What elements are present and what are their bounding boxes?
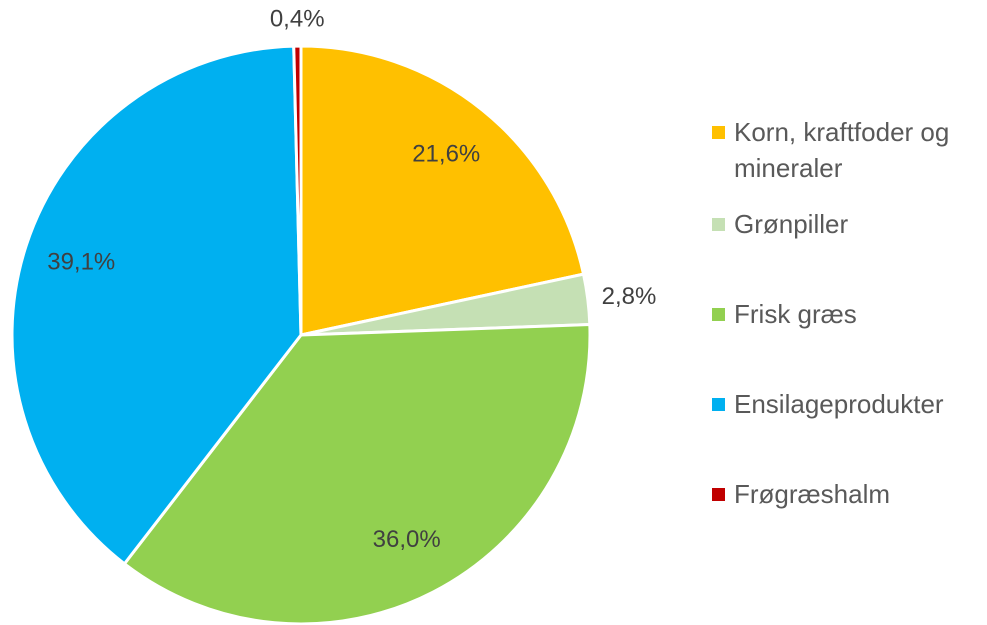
legend: Korn, kraftfoder og mineraler Grønpiller F… <box>712 114 977 566</box>
legend-item: Ensilageprodukter <box>712 386 977 422</box>
data-label: 2,8% <box>602 283 657 310</box>
data-label: 21,6% <box>412 140 480 167</box>
legend-label: Grønpiller <box>734 209 849 239</box>
legend-item: Frøgræshalm <box>712 476 977 512</box>
pie-slice <box>122 322 592 625</box>
legend-item: Grønpiller <box>712 206 977 242</box>
pie-slice <box>299 44 586 337</box>
pie-slice <box>292 44 303 336</box>
legend-swatch <box>712 488 725 501</box>
legend-swatch <box>712 126 725 139</box>
pie-slice <box>10 44 303 566</box>
pie-area: 21,6% 2,8% 36,0% 39,1% 0,4% <box>10 5 657 625</box>
legend-swatch <box>712 398 725 411</box>
legend-label: Frisk græs <box>734 299 857 329</box>
data-label: 39,1% <box>47 248 115 275</box>
data-label: 36,0% <box>373 526 441 553</box>
legend-label: Frøgræshalm <box>734 479 891 509</box>
legend-label: Korn, kraftfoder og mineraler <box>734 117 950 183</box>
data-label: 0,4% <box>270 5 325 32</box>
legend-item: Frisk græs <box>712 296 977 332</box>
legend-label: Ensilageprodukter <box>734 389 944 419</box>
legend-swatch <box>712 308 725 321</box>
legend-swatch <box>712 218 725 231</box>
legend-item: Korn, kraftfoder og mineraler <box>712 114 977 186</box>
